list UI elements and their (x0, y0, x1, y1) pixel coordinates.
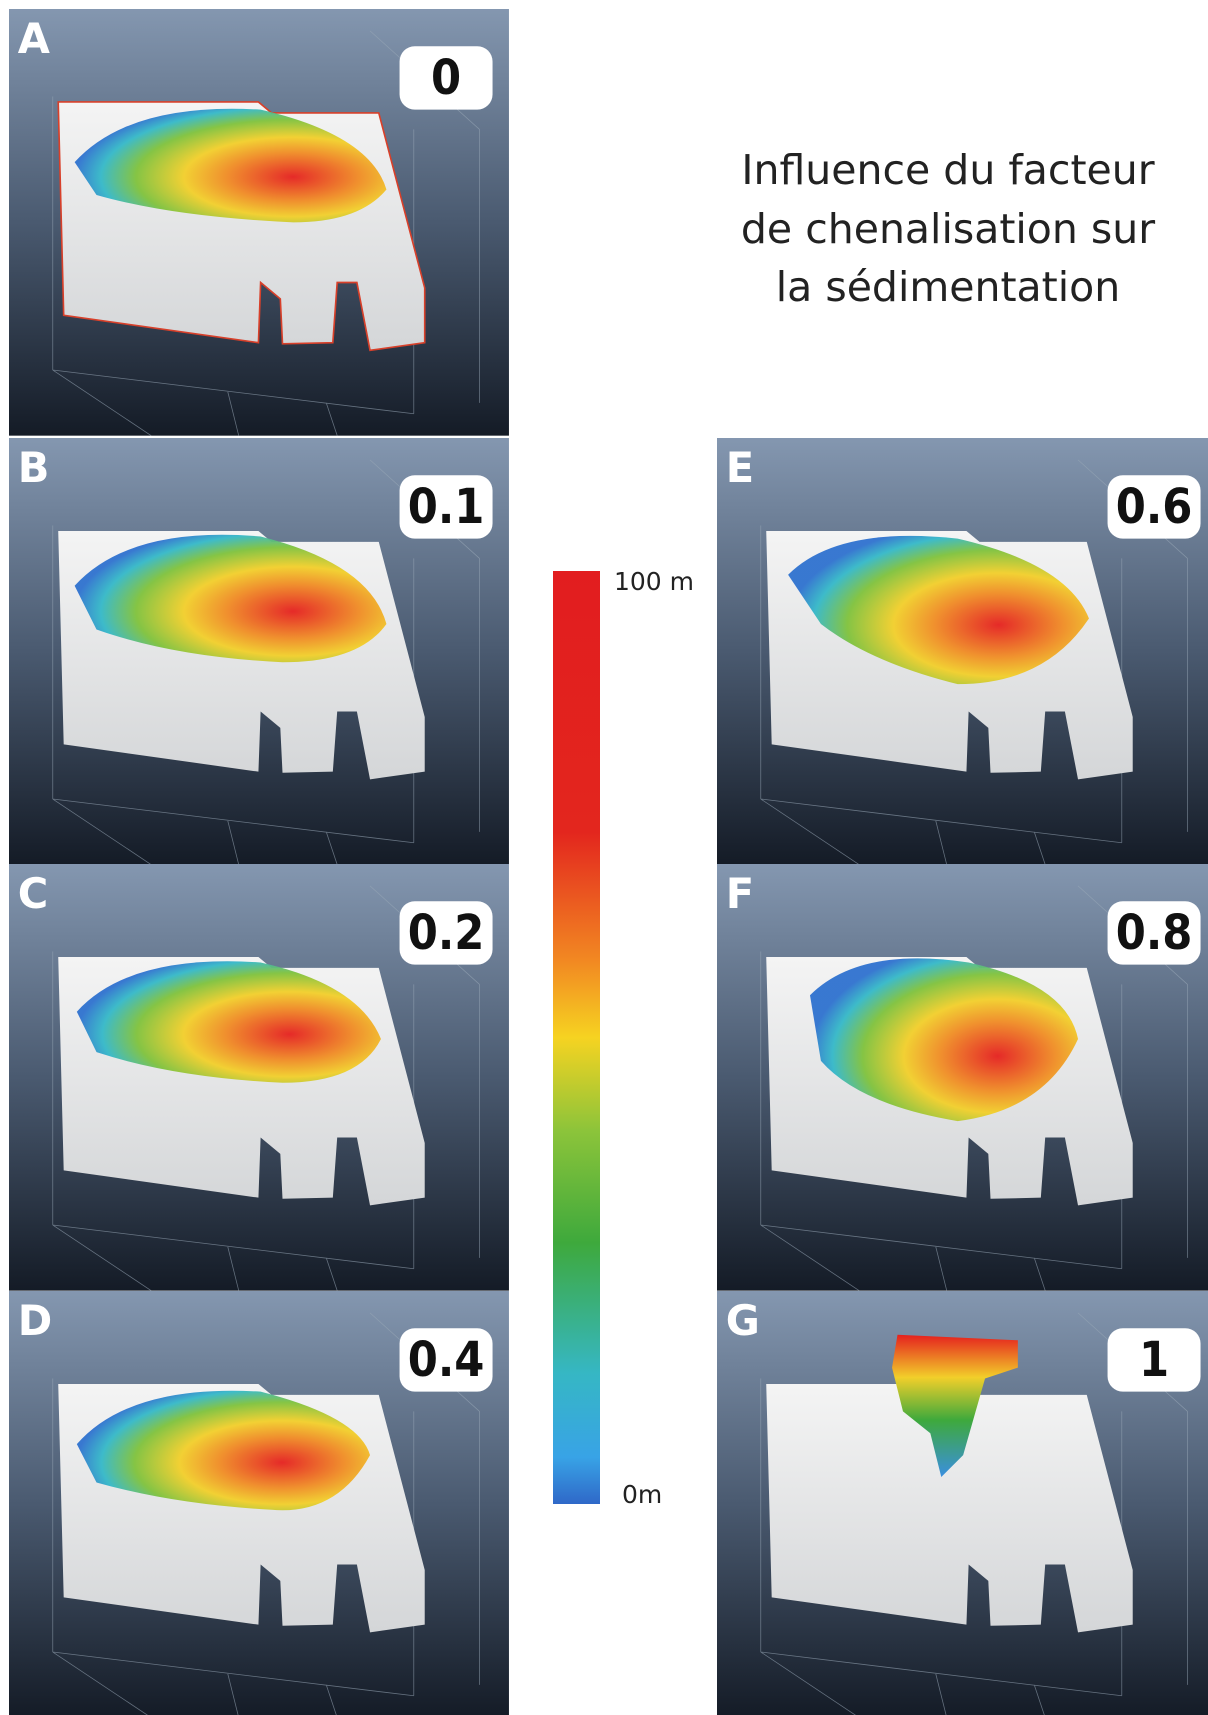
value-box (399, 901, 493, 965)
sediment-layer (788, 535, 1089, 685)
title-line: Influence du facteur (741, 146, 1154, 194)
title-line: la sédimentation (776, 263, 1120, 311)
value-box (399, 1328, 493, 1392)
panel-value: 0.6 (1116, 479, 1193, 535)
terrain-slab (766, 1383, 1133, 1633)
panel: D 0.4 (9, 1291, 509, 1715)
sediment-tower (892, 1334, 1018, 1477)
value-box (1107, 1328, 1201, 1392)
panel: F 0.8 (717, 864, 1208, 1291)
panel-letter: A (18, 14, 50, 63)
sediment-layer (76, 1390, 371, 1511)
colorbar-top-label: 100 m (614, 567, 694, 596)
panel-letter: D (18, 1296, 53, 1345)
panel-value: 0 (431, 50, 461, 106)
panel-letter: G (726, 1296, 760, 1345)
title-line: de chenalisation sur (741, 205, 1155, 253)
panel-letter: C (18, 869, 49, 918)
panel-value: 0.8 (1116, 905, 1193, 961)
value-box (399, 475, 493, 539)
panel-value: 0.1 (408, 479, 485, 535)
panel: A0 (9, 9, 509, 436)
colorbar-gradient (553, 571, 600, 1504)
colorbar-bottom-label: 0m (622, 1480, 662, 1509)
panel: E 0.6 (717, 438, 1208, 865)
panel: C 0.2 (9, 864, 509, 1291)
value-box (1107, 901, 1201, 965)
panel-value: 0.2 (408, 905, 485, 961)
value-box (1107, 475, 1201, 539)
sediment-layer (74, 534, 387, 663)
sediment-layer (809, 958, 1079, 1122)
sediment-layer (76, 961, 381, 1083)
panel-letter: E (726, 443, 754, 492)
panel: B 0.1 (9, 438, 509, 865)
panel-letter: F (726, 869, 754, 918)
panel-value: 1 (1139, 1332, 1169, 1388)
panel-value: 0.4 (408, 1332, 485, 1388)
title: Influence du facteur de chenalisation su… (741, 146, 1155, 311)
panel: G1 (717, 1291, 1208, 1715)
panel-letter: B (18, 443, 50, 492)
sediment-layer (74, 108, 387, 223)
value-box (399, 46, 493, 110)
colorbar: 100 m 0m (553, 567, 694, 1509)
